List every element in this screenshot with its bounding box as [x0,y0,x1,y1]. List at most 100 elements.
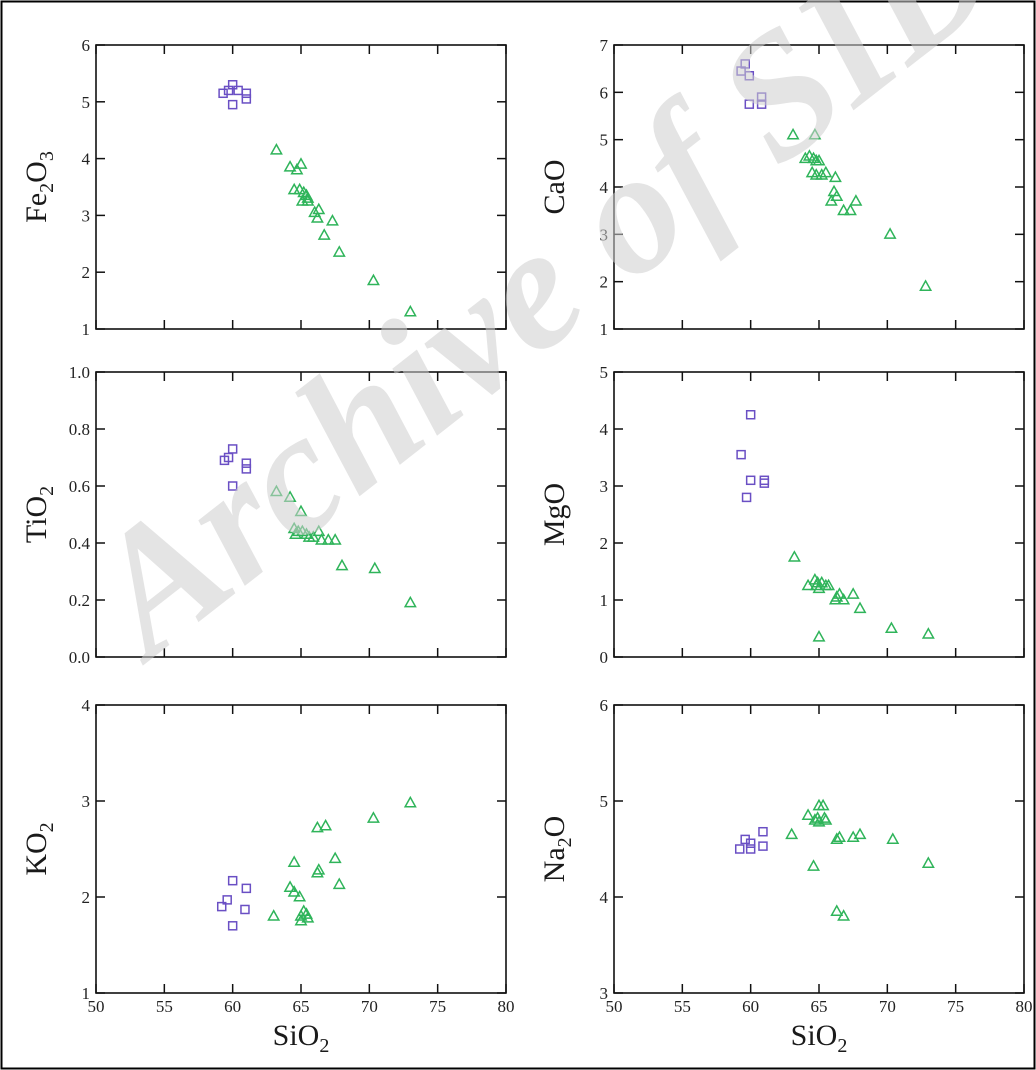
x-axis-title-part: SiO [791,1019,838,1052]
x-axis-title-part: SiO [273,1019,320,1052]
square-point [241,88,252,99]
triangle-point [830,904,844,916]
square-point [740,59,750,69]
triangle-point [310,820,324,833]
square-point [736,449,746,460]
triangle-point [824,194,838,206]
square-point [241,883,252,894]
x-tick-label: 60 [742,997,759,1016]
y-tick-label: 5 [600,792,609,811]
y-axis-title-part: Na [538,847,571,882]
y-axis-title: TiO2 [20,486,58,543]
triangle-point [332,245,346,257]
square-point [744,71,755,81]
y-tick-label: 4 [600,420,609,439]
y-tick-label: 0.6 [69,477,90,496]
x-tick-label: 55 [156,997,173,1016]
x-tick-label: 50 [606,997,623,1016]
triangle-point [921,856,935,868]
square-point [734,844,745,854]
square-point [222,895,232,905]
y-axis-title: CaO [538,160,571,215]
y-tick-label: 0.4 [69,534,91,553]
triangle-point [819,813,833,825]
y-tick-label: 0.0 [69,648,90,667]
triangle-point [301,911,315,923]
triangle-point [853,827,867,840]
triangle-point [325,214,339,226]
x-tick-label: 50 [88,997,105,1016]
triangle-point [830,189,844,202]
triangle-point [366,273,380,286]
x-axis-title-subscript: 2 [319,1035,329,1057]
triangle-point [294,913,308,926]
square-point [227,444,238,454]
y-tick-label: 6 [600,83,609,102]
triangle-point [299,527,313,539]
y-tick-label: 6 [600,696,609,715]
triangle-point [321,533,335,545]
triangle-point [837,203,851,216]
triangle-point [294,504,308,517]
triangle-point [837,909,851,921]
square-point [241,458,252,468]
y-axis-title-part: O [20,161,53,183]
triangle-point [332,877,346,890]
triangle-point [884,621,898,634]
triangle-point [807,859,821,871]
square-point [227,481,238,491]
y-axis-title: KO2 [20,822,58,875]
triangle-point [786,127,800,140]
square-point [227,875,238,886]
triangle-point [785,827,799,840]
y-tick-label: 1 [600,320,609,339]
triangle-point [328,533,342,545]
triangle-point [287,855,301,867]
y-tick-label: 4 [82,696,91,715]
x-tick-label: 80 [1016,997,1033,1016]
triangle-point [843,203,857,216]
square-point [758,841,768,851]
y-tick-label: 4 [600,888,609,907]
triangle-point [403,304,417,317]
triangle-point [801,578,815,591]
triangle-point [328,851,342,864]
y-tick-label: 3 [600,984,609,1003]
chart-panel-top-right: 1 2 3 4 5 6 7 CaO [538,36,1025,339]
triangle-point [812,581,826,594]
y-axis-title: Na2O [538,816,576,883]
y-axis-title: Fe2O3 [20,151,58,223]
square-point [745,475,756,486]
triangle-point [812,153,826,166]
y-tick-label: 0.8 [69,420,90,439]
x-axis-title-subscript: 2 [837,1035,847,1057]
triangle-point [798,151,812,164]
y-axis-title: MgO [538,483,571,546]
triangle-point [301,194,315,206]
y-axis-title-part: MgO [538,483,571,546]
y-axis-title-subscript: 2 [554,837,576,847]
square-point [759,478,770,488]
y-tick-label: 5 [600,131,609,150]
y-tick-label: 1 [82,984,91,1003]
y-tick-label: 6 [82,36,91,55]
y-tick-label: 5 [600,363,609,382]
triangle-point [883,227,897,239]
x-axis-title: SiO2 [273,1019,330,1057]
y-tick-label: 0 [600,648,609,667]
triangle-point [317,228,331,240]
y-axis-title-part: TiO [20,496,53,543]
triangle-point [808,127,822,140]
triangle-point [283,880,297,892]
y-tick-label: 5 [82,93,91,112]
triangle-point [787,550,801,562]
triangle-point [921,627,935,639]
triangle-point [809,578,823,591]
x-tick-label: 65 [293,997,310,1016]
triangle-point [312,524,326,537]
triangle-point [828,170,842,183]
